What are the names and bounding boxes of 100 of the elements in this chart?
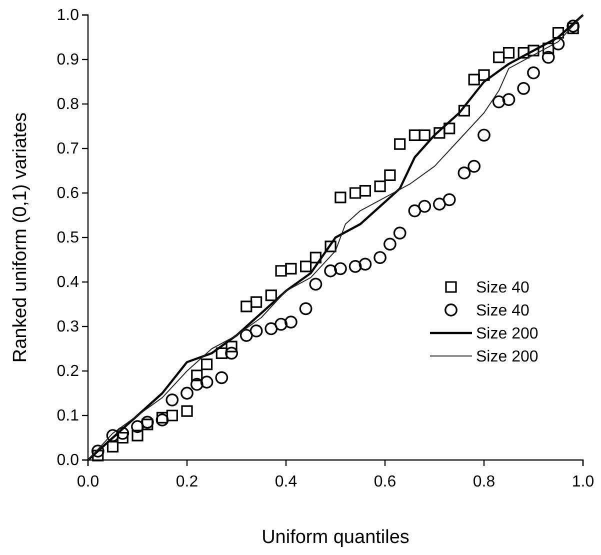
x-tick-label: 0.6 (374, 474, 396, 491)
point (285, 262, 297, 274)
point (264, 322, 278, 336)
point (393, 226, 406, 240)
point (527, 66, 540, 80)
point (240, 300, 252, 312)
point (517, 82, 530, 95)
y-tick-label: 0.8 (56, 96, 80, 114)
point (324, 240, 336, 252)
point (181, 405, 193, 417)
point (502, 93, 516, 106)
point (166, 393, 179, 406)
point (542, 50, 555, 64)
point (250, 324, 263, 338)
point (418, 200, 432, 213)
point (418, 129, 430, 141)
point (299, 302, 312, 316)
point (226, 340, 238, 352)
point (225, 346, 238, 360)
x-tick-label: 0.2 (176, 474, 198, 491)
y-tick-label: 0.2 (56, 363, 80, 380)
point (156, 414, 169, 426)
y-tick-label: 0.7 (56, 140, 80, 158)
x-axis-title: Uniform quantiles (262, 527, 410, 548)
y-tick-label: 0.1 (56, 408, 80, 425)
legend-label: Size 200 (476, 348, 538, 366)
point (274, 318, 288, 331)
point (408, 204, 422, 218)
point (191, 370, 203, 382)
point (518, 47, 530, 59)
point (310, 252, 322, 264)
point (350, 187, 362, 199)
point (468, 74, 480, 86)
y-tick-label: 1.0 (56, 7, 80, 24)
point (374, 251, 386, 264)
point (166, 410, 178, 422)
y-tick-label: 0.0 (56, 452, 80, 470)
point (552, 27, 564, 39)
point (358, 258, 372, 271)
point (434, 127, 446, 139)
point (334, 192, 346, 204)
point (132, 430, 144, 442)
point (275, 265, 287, 277)
point (190, 378, 204, 391)
point (384, 169, 396, 181)
x-tick-label: 1.0 (572, 474, 594, 491)
point (91, 444, 104, 458)
point (131, 420, 144, 434)
point (567, 22, 579, 34)
point (156, 412, 168, 424)
point (116, 426, 130, 440)
point (215, 371, 228, 384)
point (300, 260, 312, 272)
legend-label: Size 40 (476, 280, 530, 297)
y-tick-label: 0.9 (56, 52, 80, 69)
point (359, 184, 371, 197)
point (240, 328, 253, 342)
point (309, 278, 322, 291)
point (142, 418, 154, 430)
point (552, 37, 565, 50)
point (106, 440, 119, 452)
point (566, 20, 580, 33)
legend-label: Size 40 (476, 302, 530, 320)
point (180, 386, 194, 400)
point (542, 42, 554, 54)
point (528, 44, 540, 56)
point (140, 416, 154, 429)
y-tick-label: 0.4 (56, 274, 80, 292)
point (201, 358, 213, 370)
point (458, 104, 470, 116)
y-axis-title: Ranked uniform (0,1) variates (10, 112, 31, 363)
y-tick-label: 0.6 (56, 185, 80, 202)
point (334, 262, 347, 276)
point (200, 376, 214, 389)
point (492, 95, 506, 108)
point (216, 347, 228, 359)
legend-label: Size 200 (476, 326, 538, 343)
point (478, 69, 490, 81)
point (374, 180, 386, 192)
point (468, 160, 481, 173)
x-tick-label: 0.4 (274, 474, 298, 491)
point (444, 122, 456, 134)
point (265, 290, 277, 302)
point (284, 316, 298, 328)
x-tick-label: 0.0 (76, 474, 100, 491)
y-tick-label: 0.3 (56, 318, 80, 336)
point (442, 193, 456, 206)
point (324, 264, 337, 278)
x-tick-label: 0.8 (472, 474, 496, 491)
point (408, 129, 420, 141)
point (116, 432, 128, 444)
point (493, 51, 505, 64)
point (433, 198, 446, 211)
point (250, 296, 262, 308)
point (384, 238, 396, 251)
point (502, 47, 515, 59)
point (348, 260, 362, 273)
point (106, 429, 120, 442)
point (394, 138, 406, 150)
point (478, 128, 490, 142)
